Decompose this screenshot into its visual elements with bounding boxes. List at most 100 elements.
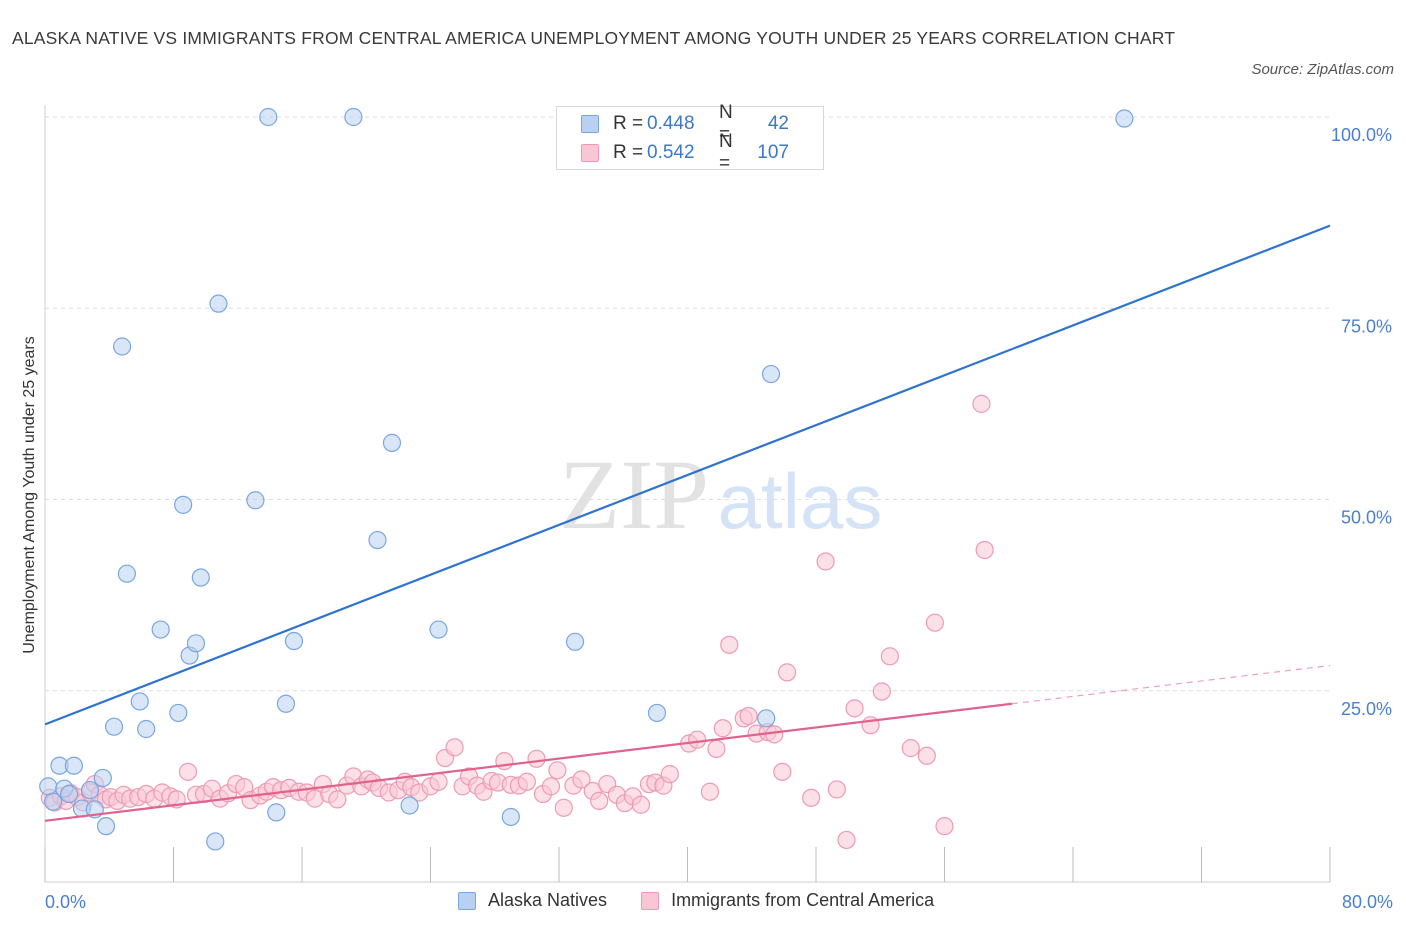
data-point xyxy=(206,832,225,851)
data-point xyxy=(713,719,732,738)
data-point xyxy=(80,781,100,800)
data-point xyxy=(382,433,402,452)
data-point xyxy=(720,635,739,654)
data-point xyxy=(872,682,891,701)
data-point xyxy=(43,792,63,811)
series-legend-label: Immigrants from Central America xyxy=(671,890,935,910)
y-tick-label: 50.0% xyxy=(1341,508,1392,528)
data-point xyxy=(495,752,514,771)
data-point xyxy=(837,830,856,850)
data-point xyxy=(631,795,651,814)
series-legend: Alaska Natives Immigrants from Central A… xyxy=(458,890,968,911)
data-point xyxy=(174,495,193,514)
source-label: Source: ZipAtlas.com xyxy=(1251,61,1394,78)
data-point xyxy=(660,765,679,784)
data-point xyxy=(647,703,667,723)
trend-line xyxy=(44,224,1331,726)
data-point xyxy=(284,631,304,651)
watermark: ZIP atlas xyxy=(559,439,882,550)
watermark-zip: ZIP xyxy=(559,439,709,550)
legend-n-value: 42 xyxy=(767,113,789,134)
series-swatch-blue xyxy=(458,891,476,910)
points-alaska xyxy=(39,107,1134,851)
data-point xyxy=(739,706,758,726)
data-point xyxy=(925,613,944,632)
data-point xyxy=(267,803,286,822)
trend-lines xyxy=(44,224,1331,822)
data-point xyxy=(565,632,585,651)
data-point xyxy=(246,491,265,510)
data-point xyxy=(541,777,561,796)
data-point xyxy=(917,746,936,765)
chart-title: ALASKA NATIVE VS IMMIGRANTS FROM CENTRAL… xyxy=(12,28,1176,48)
data-point xyxy=(816,552,835,571)
data-point xyxy=(328,790,347,809)
data-point xyxy=(880,647,899,666)
data-point xyxy=(186,634,206,653)
data-point xyxy=(191,568,210,587)
data-point xyxy=(39,777,58,796)
legend-r-label: R = xyxy=(613,142,644,163)
data-point xyxy=(445,738,464,757)
legend-n-value: 107 xyxy=(757,142,789,163)
legend-row-alaska: R = 0.448 N = 42 xyxy=(581,102,789,145)
watermark-atlas: atlas xyxy=(718,457,883,545)
data-point xyxy=(276,694,296,713)
data-point xyxy=(178,762,198,781)
y-axis-title: Unemployment Among Youth under 25 years xyxy=(21,336,38,654)
data-point xyxy=(777,663,797,682)
data-point xyxy=(344,107,363,127)
data-point xyxy=(117,564,137,583)
data-point xyxy=(761,364,781,384)
x-tick-label: 80.0% xyxy=(1342,892,1393,912)
y-tick-label: 75.0% xyxy=(1341,316,1392,336)
data-point xyxy=(137,719,156,739)
data-point xyxy=(757,709,776,728)
data-point xyxy=(901,739,920,758)
data-point xyxy=(93,768,112,788)
legend-r-value: 0.542 xyxy=(647,142,695,163)
legend-n-label: N = xyxy=(719,131,733,174)
legend-n-label: N = xyxy=(719,102,733,145)
y-tick-label: 100.0% xyxy=(1331,125,1392,145)
trend-line xyxy=(44,702,1013,822)
data-point xyxy=(935,817,954,836)
data-point xyxy=(707,739,726,758)
x-tick-label: 0.0% xyxy=(45,892,86,912)
data-point xyxy=(975,540,994,560)
points-immigrants xyxy=(40,394,994,850)
legend-row-immigrants: R = 0.542 N = 107 xyxy=(581,131,789,174)
legend-swatch-blue xyxy=(581,115,599,133)
data-point xyxy=(151,620,170,639)
data-point xyxy=(169,703,188,723)
tick-labels: 25.0% 50.0% 75.0% 100.0% 0.0% 80.0% xyxy=(45,125,1393,912)
data-point xyxy=(368,530,387,550)
data-point xyxy=(700,782,720,801)
data-point xyxy=(64,756,84,775)
data-point xyxy=(688,730,707,749)
data-point xyxy=(972,394,991,413)
correlation-legend: R = 0.448 N = 42 R = 0.542 N = 107 xyxy=(556,102,824,174)
data-point xyxy=(130,692,149,711)
legend-r-label: R = xyxy=(613,113,644,134)
data-point xyxy=(517,772,536,791)
data-point xyxy=(1115,109,1134,128)
series-legend-label: Alaska Natives xyxy=(488,890,608,910)
gridlines xyxy=(45,116,1330,692)
data-point xyxy=(845,699,864,718)
data-point xyxy=(400,796,419,815)
data-point xyxy=(501,807,520,827)
axes xyxy=(44,105,1331,883)
legend-swatch-pink xyxy=(581,144,599,162)
data-point xyxy=(429,620,448,639)
series-legend-immigrants: Immigrants from Central America xyxy=(641,890,934,911)
data-point xyxy=(96,817,116,836)
data-point xyxy=(572,770,591,789)
series-legend-alaska: Alaska Natives xyxy=(458,890,607,911)
data-point xyxy=(527,749,546,768)
data-point xyxy=(209,294,228,313)
data-point xyxy=(429,772,448,791)
trend-line-extension xyxy=(1011,664,1331,705)
data-point xyxy=(548,761,567,780)
